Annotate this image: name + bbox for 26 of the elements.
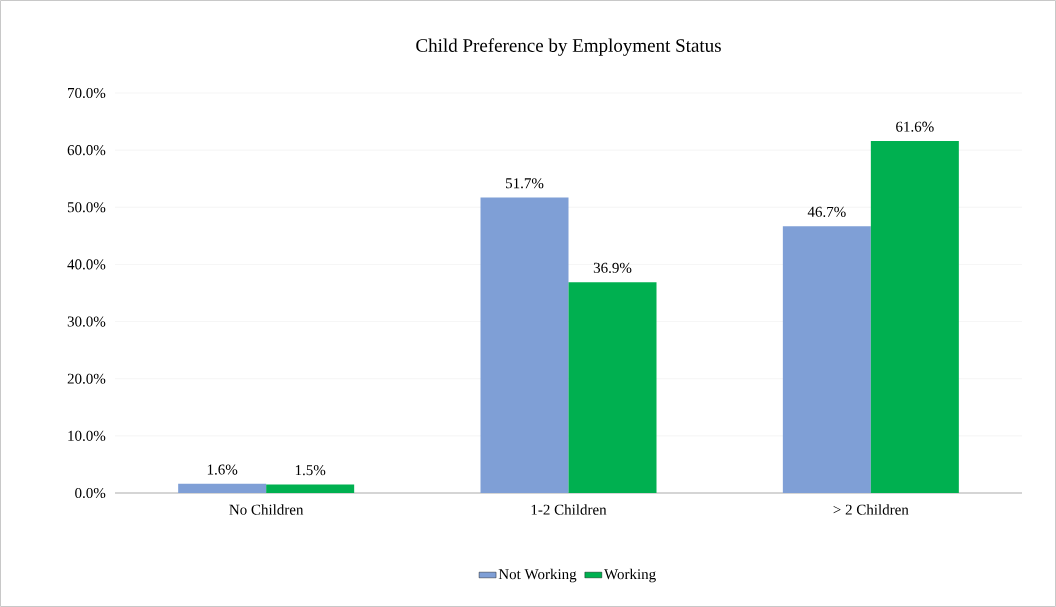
y-tick-label: 10.0% — [68, 430, 106, 441]
legend-label: Not Working — [498, 568, 577, 583]
data-label: 46.7% — [807, 206, 846, 217]
y-tick-label: 70.0% — [68, 87, 106, 99]
chart-title: Child Preference by Employment Status — [416, 38, 721, 56]
x-tick-label: No Children — [229, 504, 304, 515]
y-tick-label: 60.0% — [67, 145, 106, 156]
data-label: 1.5% — [295, 465, 326, 476]
y-tick-label: 30.0% — [67, 316, 106, 327]
x-tick-label: > 2 Children — [833, 504, 909, 515]
bar — [266, 484, 355, 493]
bar — [870, 141, 959, 493]
data-label: 51.7% — [506, 178, 544, 189]
y-tick-label: 50.0% — [67, 202, 106, 213]
bar — [782, 226, 871, 493]
y-tick-label: 0.0% — [75, 487, 106, 499]
y-tick-label: 20.0% — [67, 373, 106, 384]
bar — [568, 282, 657, 493]
legend-label: Working — [604, 568, 656, 583]
bar — [178, 483, 267, 493]
x-tick-label: 1-2 Children — [531, 504, 607, 515]
bar — [480, 197, 569, 493]
y-tick-label: 40.0% — [67, 259, 106, 270]
data-label: 36.9% — [593, 262, 632, 273]
data-label: 1.6% — [207, 464, 238, 475]
data-label: 61.6% — [896, 121, 934, 132]
